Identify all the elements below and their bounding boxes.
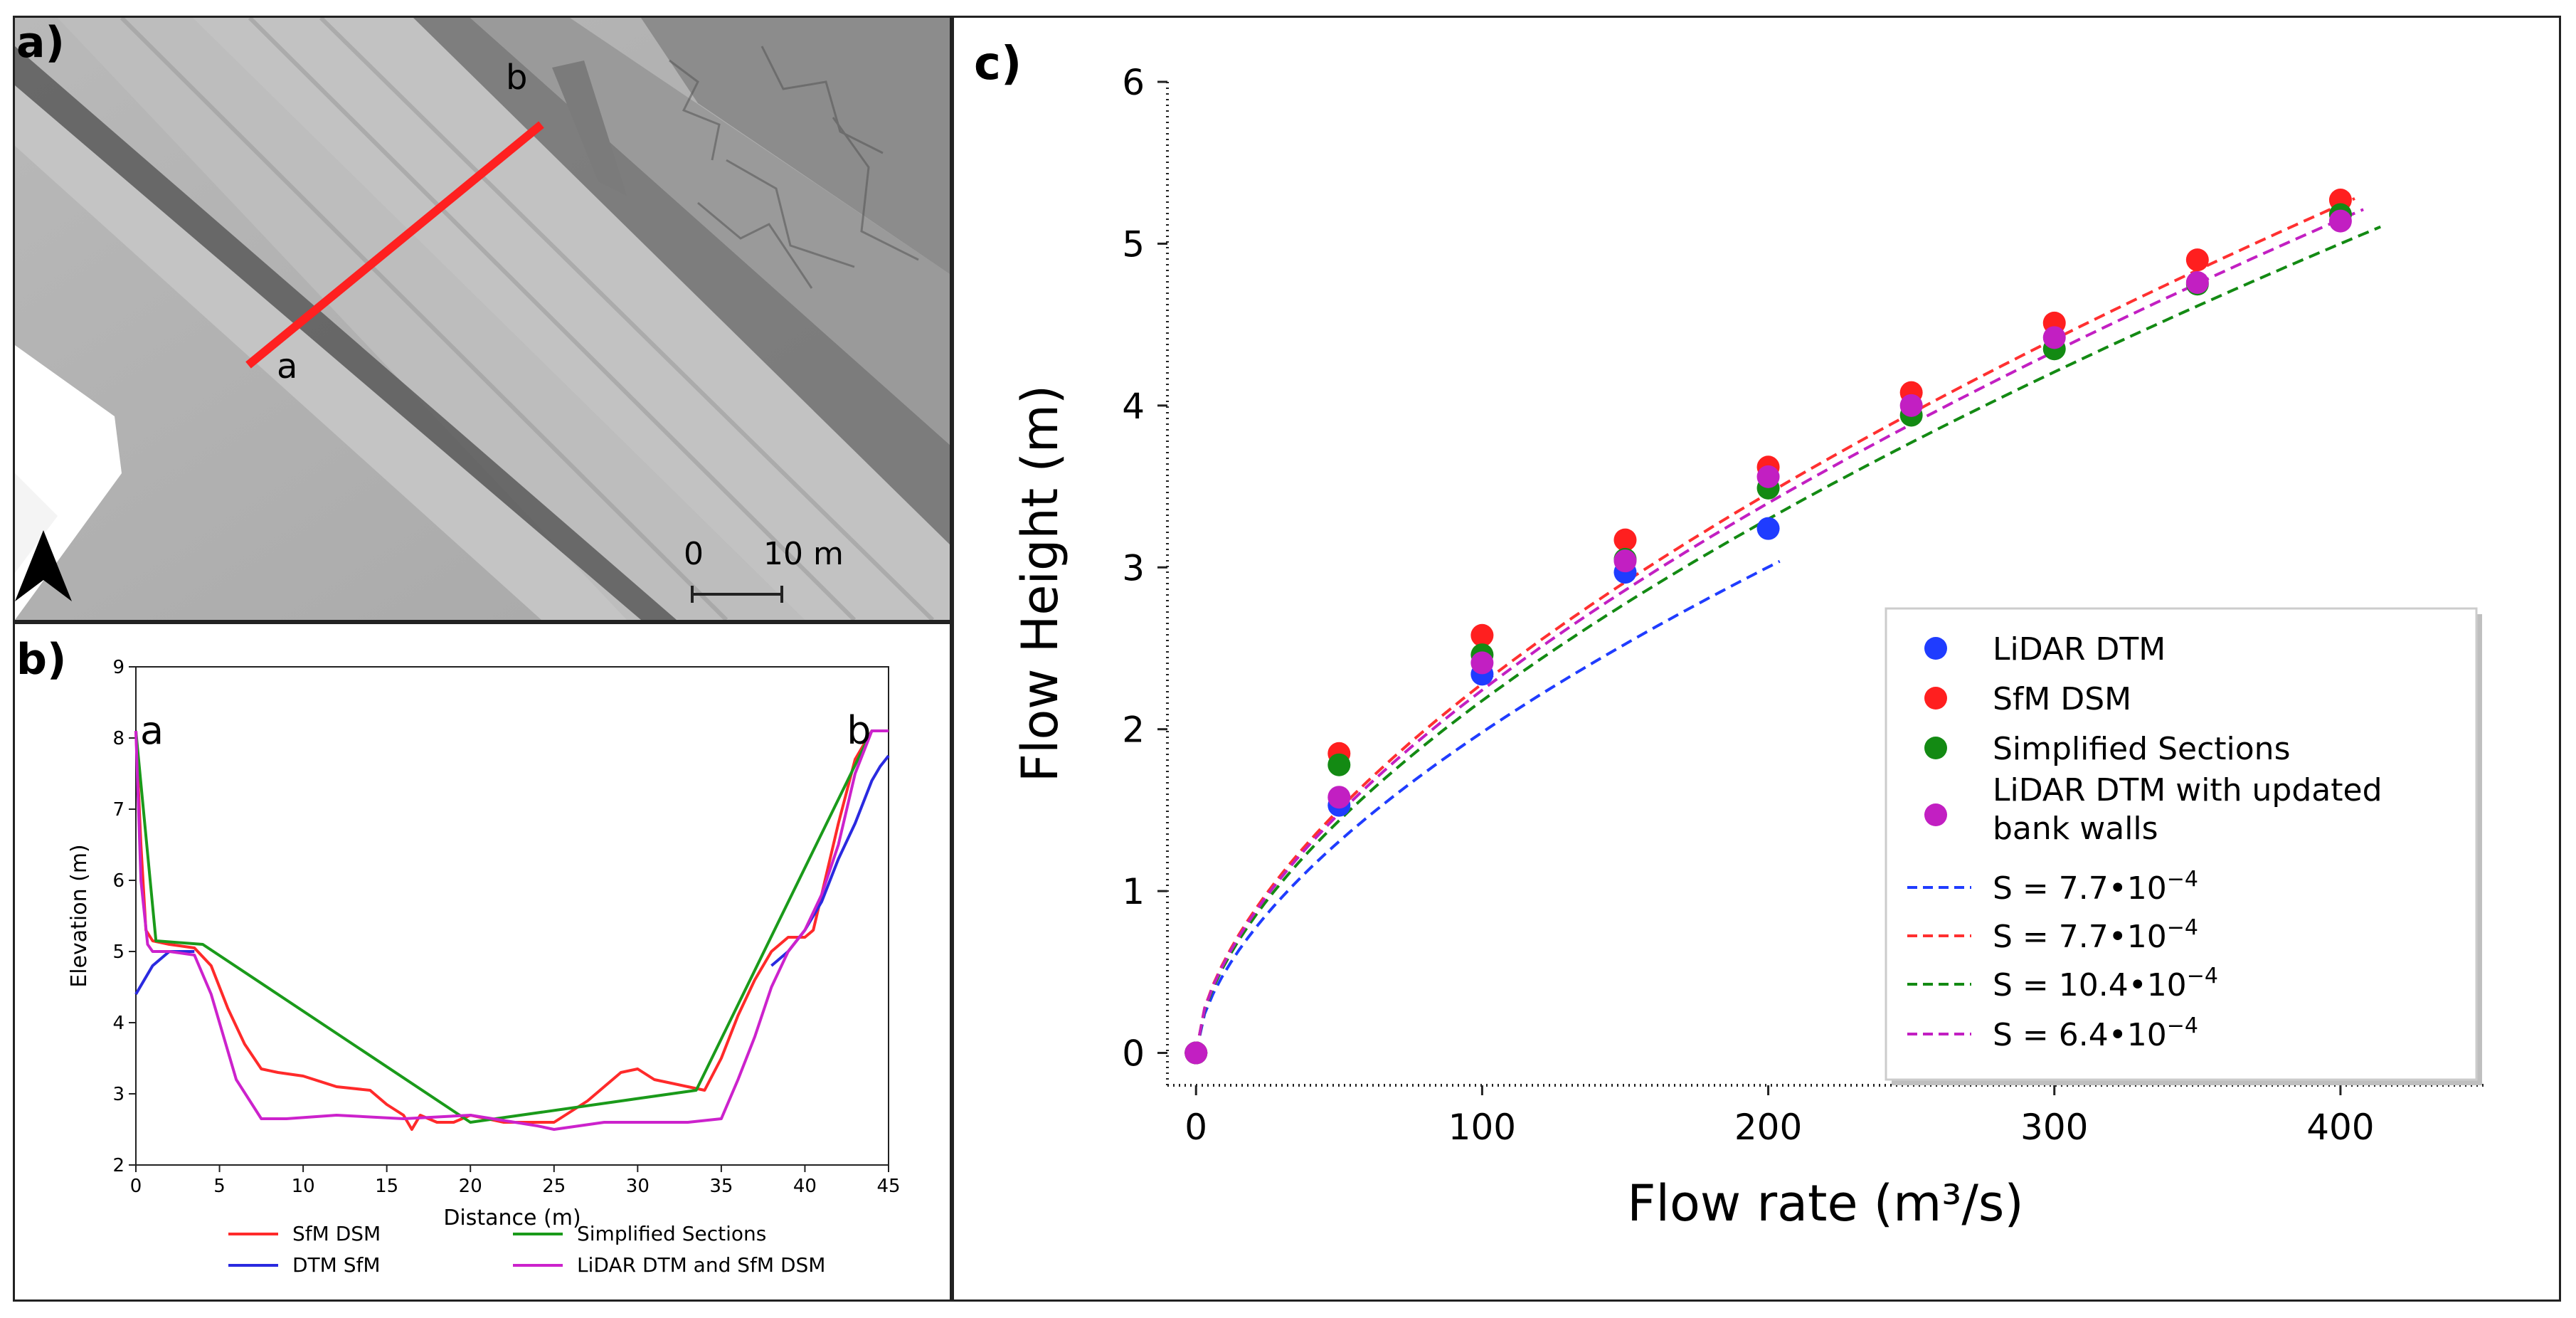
- scale-zero-label: 0: [684, 536, 704, 572]
- y-tick-label: 8: [112, 728, 124, 749]
- fit-curve-2: [1194, 225, 2381, 1053]
- panel-b-profile-chart: b) 0 5 10 15 20 25 30 35 40 45 2 3 4 5 6 7 8 9 Distance (m)…: [13, 622, 952, 1302]
- y-tick-label: 1: [1122, 871, 1145, 912]
- x-tick-label: 0: [1184, 1107, 1207, 1148]
- annotation-b: b: [847, 708, 871, 753]
- x-tick-label: 0: [130, 1176, 142, 1197]
- x-tick-label: 15: [375, 1176, 398, 1197]
- x-tick-label: 30: [626, 1176, 650, 1197]
- data-point-series-2: [1327, 753, 1351, 776]
- data-point-series-3: [2328, 209, 2352, 233]
- data-point-series-3: [1470, 651, 1494, 675]
- data-point-series-3: [2042, 326, 2066, 349]
- panel-b-label: b): [16, 635, 66, 685]
- x-tick-label: 10: [292, 1176, 315, 1197]
- legend-fit-exponent-2: −4: [2187, 964, 2218, 988]
- data-point-series-3: [1899, 394, 1923, 417]
- plot-frame: [135, 666, 889, 1166]
- legend-fit-label-0: S = 7.7•10−4: [1993, 867, 2198, 907]
- legend-fit-exponent-3: −4: [2167, 1013, 2198, 1038]
- legend-label-2: Simplified Sections: [1993, 731, 2291, 767]
- scale-end-label: 10 m: [763, 536, 844, 572]
- x-tick-label: 200: [1734, 1107, 1802, 1148]
- data-point-series-3: [1327, 786, 1351, 809]
- panel-a-label: a): [16, 18, 65, 68]
- y-axis-label: Flow Height (m): [1011, 385, 1069, 783]
- legend-label-0: SfM DSM: [292, 1222, 381, 1245]
- annotation-a: a: [140, 708, 164, 753]
- data-point-series-3: [2185, 271, 2209, 294]
- fit-curve-0: [1194, 559, 1781, 1053]
- x-tick-label: 300: [2020, 1107, 2088, 1148]
- x-tick-label: 400: [2306, 1107, 2374, 1148]
- legend-marker-3: [1924, 803, 1947, 826]
- legend-label-1: DTM SfM: [292, 1253, 381, 1277]
- data-point-series-1: [1613, 528, 1637, 552]
- y-tick-label: 6: [112, 870, 124, 892]
- data-point-series-3: [1184, 1041, 1208, 1065]
- legend-marker-2: [1924, 737, 1947, 759]
- x-tick-label: 45: [876, 1176, 900, 1197]
- legend-box: [1885, 607, 2478, 1081]
- legend-label-1: SfM DSM: [1993, 681, 2131, 717]
- y-tick-label: 3: [1122, 547, 1145, 589]
- x-tick-label: 20: [459, 1176, 482, 1197]
- rating-chart-svg: c) 0 1 2 3 4 5 6 0 100 200 300 400 Flow rate (m³/s) Fl…: [974, 38, 2484, 1233]
- x-tick-label: 40: [793, 1176, 817, 1197]
- legend-fit-exponent-1: −4: [2167, 915, 2198, 940]
- panel-a-map: a) a b 0 10 m: [13, 16, 952, 622]
- legend-fit-exponent-0: −4: [2167, 867, 2198, 892]
- y-tick-label: 5: [112, 942, 124, 963]
- legend-fit-label-2: S = 10.4•10−4: [1993, 964, 2218, 1003]
- y-tick-label: 4: [112, 1013, 124, 1034]
- legend-label-0: LiDAR DTM: [1993, 631, 2166, 668]
- hillshade-map: a) a b 0 10 m: [15, 18, 950, 620]
- y-tick-label: 3: [112, 1084, 124, 1105]
- fit-curve-1: [1194, 197, 2355, 1053]
- y-tick-label: 4: [1122, 386, 1145, 427]
- x-axis-label: Flow rate (m³/s): [1627, 1174, 2023, 1233]
- x-tick-label: 25: [542, 1176, 566, 1197]
- point-a-label: a: [277, 347, 297, 386]
- legend-label-3b: bank walls: [1993, 811, 2158, 847]
- data-point-series-1: [2185, 248, 2209, 272]
- x-tick-label: 5: [213, 1176, 226, 1197]
- legend-marker-0: [1924, 637, 1947, 660]
- y-tick-label: 9: [112, 657, 124, 678]
- y-tick-label: 0: [1122, 1033, 1145, 1075]
- data-point-series-0: [1756, 517, 1780, 540]
- y-tick-label: 5: [1122, 223, 1145, 265]
- legend-label-3: LiDAR DTM with updated: [1993, 772, 2382, 808]
- x-tick-label: 35: [709, 1176, 733, 1197]
- x-axis-label: Distance (m): [443, 1206, 581, 1230]
- y-axis-label: Elevation (m): [67, 844, 92, 988]
- legend-fit-label-3: S = 6.4•10−4: [1993, 1013, 2198, 1053]
- data-point-series-3: [1613, 549, 1637, 573]
- north-arrow-icon: [15, 530, 72, 601]
- panel-c-label: c): [974, 38, 1022, 90]
- profile-line-3: [134, 729, 889, 1131]
- y-tick-label: 6: [1122, 62, 1145, 103]
- legend-label-2: Simplified Sections: [577, 1222, 766, 1245]
- data-point-series-1: [1470, 623, 1494, 647]
- legend-fit-label-1: S = 7.7•10−4: [1993, 915, 2198, 955]
- x-tick-label: 100: [1448, 1107, 1516, 1148]
- legend-marker-1: [1924, 687, 1947, 710]
- y-tick-label: 7: [112, 799, 124, 821]
- y-tick-label: 2: [112, 1155, 124, 1176]
- fit-curve-3: [1194, 208, 2364, 1053]
- data-point-series-3: [1756, 465, 1780, 488]
- y-tick-label: 2: [1122, 710, 1145, 751]
- point-b-label: b: [506, 58, 527, 97]
- panel-c-rating-chart: c) 0 1 2 3 4 5 6 0 100 200 300 400 Flow rate (m³/s) Fl…: [952, 16, 2561, 1302]
- legend-label-3: LiDAR DTM and SfM DSM: [577, 1253, 825, 1277]
- transect-line: [245, 121, 544, 369]
